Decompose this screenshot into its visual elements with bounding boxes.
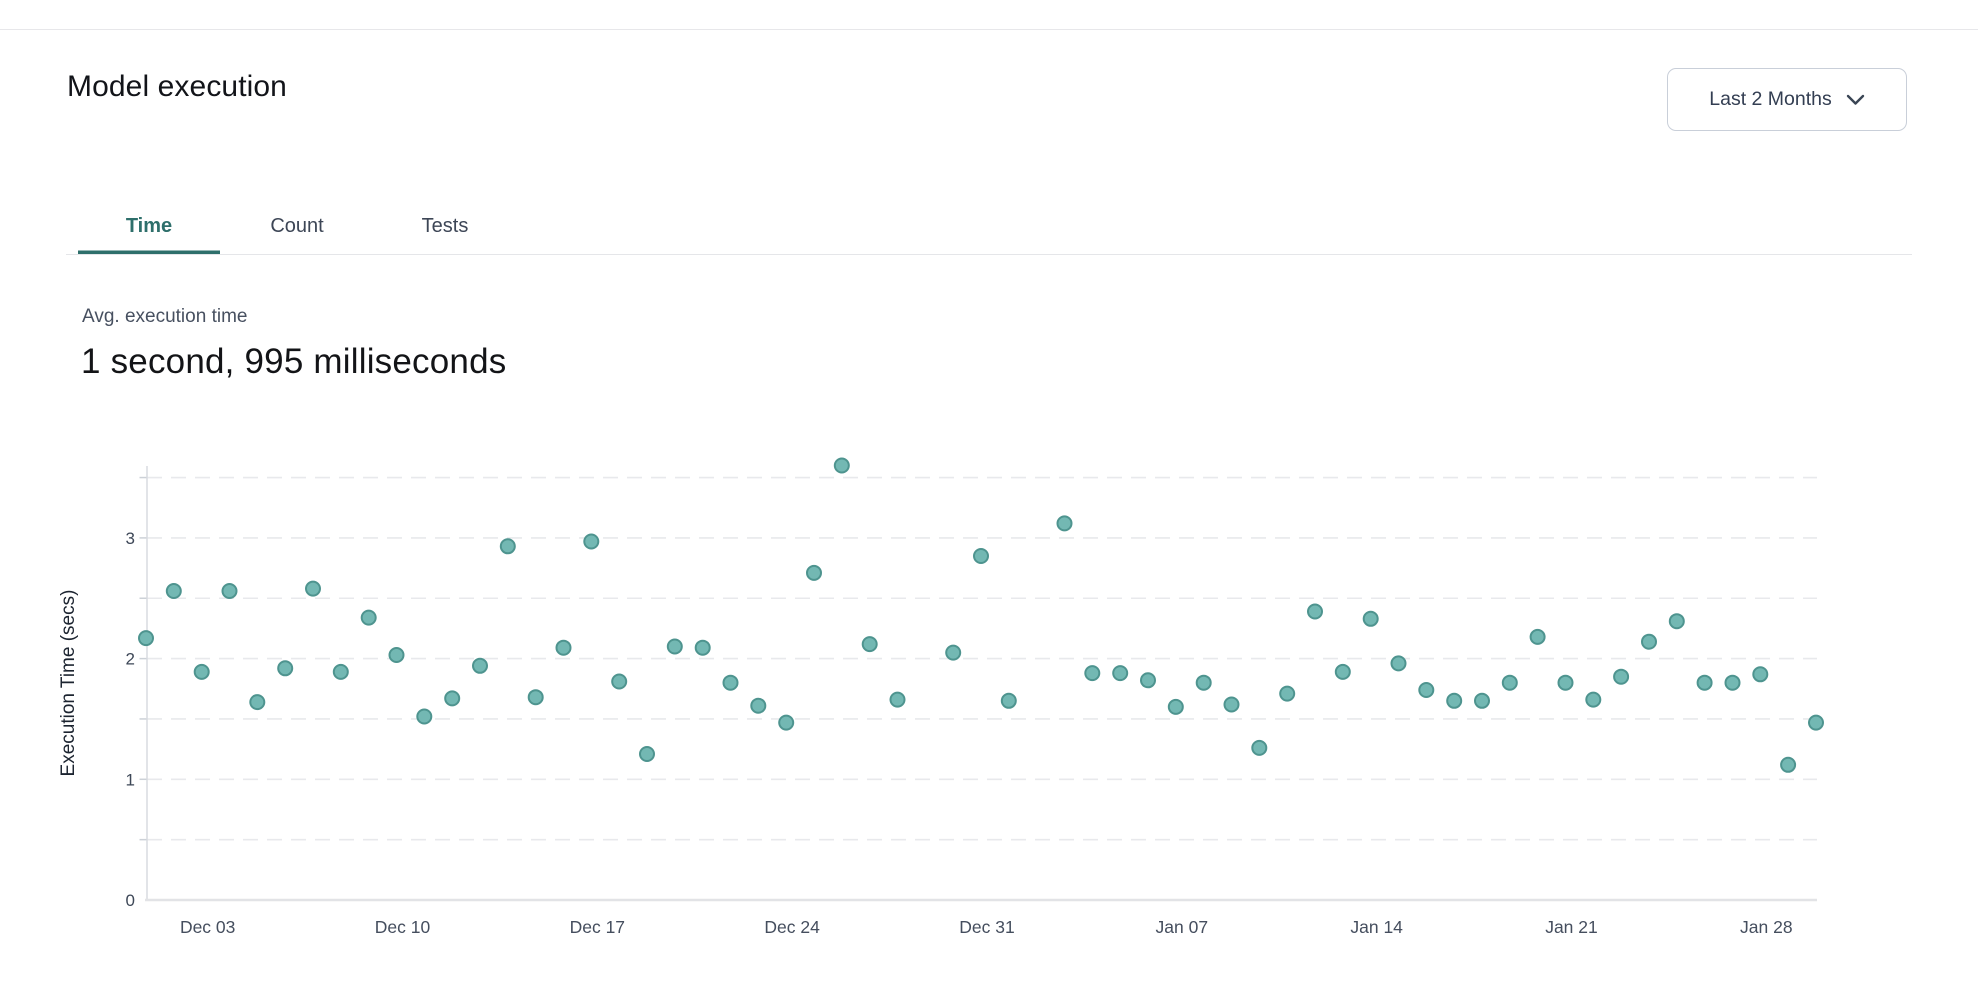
data-point[interactable]: Dec 07: 2.58 secs	[305, 580, 321, 597]
x-tick-label: Jan 07	[1156, 917, 1209, 937]
data-point[interactable]: Dec 01: 2.17 secs	[138, 630, 154, 647]
data-point[interactable]: Dec 31: 2.85 secs	[973, 548, 989, 564]
data-point[interactable]: Dec 19: 1.21 secs	[639, 746, 655, 762]
tab-count[interactable]: Count	[270, 214, 324, 237]
x-tick-label: Dec 31	[959, 917, 1014, 937]
data-point[interactable]: Jan 06: 1.82 secs	[1140, 672, 1156, 689]
data-point[interactable]: Dec 05: 1.64 secs	[249, 694, 266, 711]
data-point[interactable]: Jan 29: 1.12 secs	[1780, 756, 1797, 773]
x-tick-label: Dec 24	[764, 917, 820, 937]
data-point[interactable]: Jan 05: 1.88 secs	[1112, 665, 1129, 682]
data-point[interactable]: Dec 15: 1.68 secs	[527, 689, 544, 706]
y-tick-label: 1	[126, 770, 135, 789]
data-point[interactable]: Jan 04: 1.88 secs	[1084, 665, 1101, 682]
page-top-divider	[0, 29, 1978, 30]
data-point[interactable]: Dec 06: 1.92 secs	[277, 660, 294, 677]
data-point[interactable]: Dec 13: 1.94 secs	[472, 657, 488, 674]
data-point[interactable]: Dec 02: 2.56 secs	[165, 583, 182, 599]
chevron-down-icon	[1846, 94, 1865, 106]
data-point[interactable]: Jan 11: 1.71 secs	[1279, 685, 1296, 702]
data-point[interactable]: Dec 24: 1.47 secs	[778, 714, 795, 731]
data-point[interactable]: Dec 14: 2.93 secs	[499, 538, 516, 555]
data-point[interactable]: Jan 24: 2.14 secs	[1641, 633, 1657, 650]
x-tick-label: Jan 28	[1740, 917, 1793, 937]
data-point[interactable]: Jan 17: 1.65 secs	[1446, 692, 1463, 709]
x-tick-label: Jan 21	[1545, 917, 1598, 937]
y-axis-title: Execution Time (secs)	[58, 590, 79, 777]
data-point[interactable]: Jan 16: 1.74 secs	[1418, 682, 1435, 698]
data-point[interactable]: Dec 22: 1.8 secs	[722, 674, 739, 691]
data-point[interactable]: Dec 20: 2.1 secs	[666, 638, 683, 655]
data-point[interactable]: Dec 28: 1.66 secs	[889, 691, 906, 708]
data-point[interactable]: Jan 10: 1.26 secs	[1251, 739, 1268, 756]
data-point[interactable]: Dec 12: 1.67 secs	[444, 690, 461, 707]
data-point[interactable]: Jan 07: 1.6 secs	[1167, 698, 1184, 715]
data-point[interactable]: Jan 27: 1.8 secs	[1724, 674, 1741, 691]
data-point[interactable]: Dec 26: 3.6 secs	[833, 457, 850, 474]
x-tick-label: Dec 17	[570, 917, 625, 937]
data-point[interactable]: Jan 01: 1.65 secs	[1000, 692, 1017, 709]
data-point[interactable]: Jan 25: 2.31 secs	[1668, 613, 1685, 630]
scatter-plot-svg: 0 1 2 3 Execution Time (secs) Dec 03 Dec 10 Dec…	[58, 457, 1824, 937]
x-tick-label: Dec 10	[375, 917, 431, 937]
data-point[interactable]: Jan 03: 3.12 secs	[1056, 515, 1073, 532]
avg-execution-time-label: Avg. execution time	[82, 306, 248, 327]
data-point[interactable]: Dec 21: 2.09 secs	[694, 639, 711, 656]
data-point[interactable]: Jan 12: 2.39 secs	[1307, 603, 1323, 620]
data-point[interactable]: Jan 15: 1.96 secs	[1390, 655, 1407, 672]
y-tick-label: 2	[126, 650, 135, 669]
data-point[interactable]: Dec 18: 1.81 secs	[611, 673, 628, 690]
data-point[interactable]: Dec 03: 1.89 secs	[193, 663, 210, 680]
data-point[interactable]: Dec 23: 1.61 secs	[750, 697, 767, 714]
data-point[interactable]: Jan 19: 1.8 secs	[1501, 674, 1518, 691]
data-point[interactable]: Jan 13: 1.89 secs	[1334, 663, 1351, 680]
tab-time[interactable]: Time	[78, 198, 220, 254]
data-point[interactable]: Jan 22: 1.66 secs	[1585, 691, 1602, 708]
x-tick-label: Jan 14	[1350, 917, 1403, 937]
data-point[interactable]: Dec 08: 1.89 secs	[332, 663, 349, 680]
data-point[interactable]: Dec 27: 2.12 secs	[861, 636, 878, 653]
data-point[interactable]: Jan 21: 1.8 secs	[1557, 674, 1574, 691]
tab-bar: Time Count Tests	[66, 198, 1912, 255]
data-point[interactable]: Jan 08: 1.8 secs	[1195, 674, 1212, 691]
data-point[interactable]: Dec 04: 2.56 secs	[221, 583, 238, 599]
data-point[interactable]: Dec 30: 2.05 secs	[945, 644, 962, 661]
data-point[interactable]: Dec 17: 2.97 secs	[583, 533, 600, 550]
avg-execution-time-value: 1 second, 995 milliseconds	[81, 342, 507, 381]
data-point[interactable]: Dec 09: 2.34 secs	[360, 609, 377, 626]
data-point[interactable]: Dec 16: 2.09 secs	[555, 639, 572, 656]
data-point[interactable]: Jan 20: 2.18 secs	[1529, 628, 1546, 645]
data-point[interactable]: Dec 10: 2.03 secs	[388, 647, 405, 663]
tab-tests[interactable]: Tests	[421, 214, 469, 237]
date-range-dropdown[interactable]: Last 2 Months	[1667, 68, 1907, 131]
data-point[interactable]: Jan 26: 1.8 secs	[1696, 674, 1713, 691]
data-point[interactable]: Jan 14: 2.33 secs	[1362, 610, 1379, 627]
y-tick-label: 3	[126, 529, 135, 548]
data-point[interactable]: Jan 30: 1.47 secs	[1808, 714, 1824, 731]
data-point[interactable]: Jan 18: 1.65 secs	[1474, 692, 1490, 709]
y-tick-label: 0	[126, 891, 135, 910]
data-point[interactable]: Dec 11: 1.52 secs	[416, 708, 433, 725]
data-point[interactable]: Dec 25: 2.71 secs	[806, 564, 822, 581]
page-title: Model execution	[67, 70, 287, 103]
data-point[interactable]: Jan 23: 1.85 secs	[1613, 668, 1630, 685]
data-point[interactable]: Jan 28: 1.87 secs	[1752, 666, 1769, 683]
x-tick-label: Dec 03	[180, 917, 235, 937]
execution-time-scatter-chart: 0 1 2 3 Execution Time (secs) Dec 03 Dec 10 Dec…	[0, 425, 1978, 970]
date-range-label: Last 2 Months	[1709, 88, 1832, 110]
data-point[interactable]: Jan 09: 1.62 secs	[1223, 696, 1240, 713]
